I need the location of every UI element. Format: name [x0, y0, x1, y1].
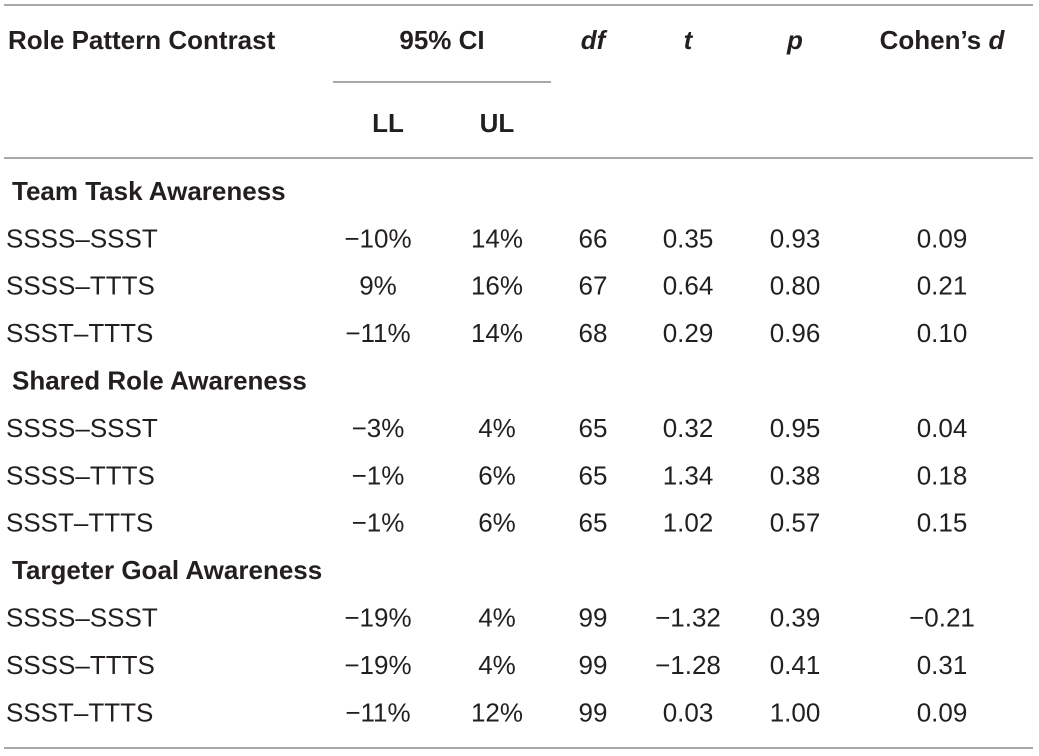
- cell: −19%: [344, 602, 411, 632]
- cell: 12%: [471, 697, 523, 727]
- cell: 4%: [478, 413, 516, 443]
- cell: 0.80: [770, 271, 821, 301]
- cell: 65: [579, 460, 608, 490]
- cell: 99: [579, 697, 608, 727]
- header-text: Cohen’s: [880, 25, 982, 55]
- cell: 6%: [478, 508, 516, 538]
- header-cell: Cohen’s d: [880, 25, 1006, 55]
- cell: −0.21: [909, 602, 975, 632]
- cell: −10%: [344, 223, 411, 253]
- cell: 14%: [471, 318, 523, 348]
- cell: 0.29: [663, 318, 714, 348]
- cell: 0.03: [663, 697, 714, 727]
- cell: 0.93: [770, 223, 821, 253]
- group-title: Shared Role Awareness: [12, 365, 307, 395]
- cell: 0.10: [917, 318, 968, 348]
- cell: −19%: [344, 650, 411, 680]
- subheader-cell: UL: [480, 108, 515, 138]
- cell: 4%: [478, 650, 516, 680]
- cell: 0.09: [917, 223, 968, 253]
- header-cell: t: [684, 25, 694, 55]
- cell: −1.28: [655, 650, 721, 680]
- cell: 1.02: [663, 508, 714, 538]
- cell: 14%: [471, 223, 523, 253]
- row-label: SSST–TTTS: [6, 318, 153, 348]
- cell: −3%: [352, 413, 405, 443]
- cell: 0.41: [770, 650, 821, 680]
- cell: 6%: [478, 460, 516, 490]
- header-cell: p: [786, 25, 803, 55]
- cell: 67: [579, 271, 608, 301]
- row-label: SSSS–SSST: [6, 413, 158, 443]
- cell: 0.64: [663, 271, 714, 301]
- cell: 65: [579, 413, 608, 443]
- cell: 9%: [359, 271, 397, 301]
- cell: 1.34: [663, 460, 714, 490]
- cell: 66: [579, 223, 608, 253]
- row-label: SSSS–TTTS: [6, 460, 155, 490]
- cell: −1%: [352, 460, 405, 490]
- cell: 0.38: [770, 460, 821, 490]
- cell: 4%: [478, 602, 516, 632]
- cell: −11%: [345, 697, 410, 727]
- group-title: Targeter Goal Awareness: [12, 555, 322, 585]
- cell: −11%: [345, 318, 410, 348]
- cell: 0.95: [770, 413, 821, 443]
- cell: 68: [579, 318, 608, 348]
- cell: 0.96: [770, 318, 821, 348]
- row-label: SSST–TTTS: [6, 697, 153, 727]
- cell: 65: [579, 508, 608, 538]
- cell: 0.18: [917, 460, 968, 490]
- row-label: SSSS–SSST: [6, 223, 158, 253]
- header-cell: 95% CI: [399, 25, 484, 55]
- row-label: SSSS–SSST: [6, 602, 158, 632]
- cell: −1%: [352, 508, 405, 538]
- header-cell: df: [581, 25, 608, 55]
- cell: 0.57: [770, 508, 821, 538]
- cell: 99: [579, 602, 608, 632]
- row-label: SSST–TTTS: [6, 508, 153, 538]
- cell: 0.31: [917, 650, 968, 680]
- header-cell: Role Pattern Contrast: [8, 25, 276, 55]
- cell: 0.15: [917, 508, 968, 538]
- group-title: Team Task Awareness: [12, 176, 286, 206]
- cell: 0.04: [917, 413, 968, 443]
- cell: 0.39: [770, 602, 821, 632]
- row-label: SSSS–TTTS: [6, 271, 155, 301]
- header-symbol: d: [988, 25, 1005, 55]
- cell: 0.21: [917, 271, 968, 301]
- cell: 99: [579, 650, 608, 680]
- subheader-cell: LL: [372, 108, 404, 138]
- row-label: SSSS–TTTS: [6, 650, 155, 680]
- cell: 1.00: [770, 697, 821, 727]
- cell: 16%: [471, 271, 523, 301]
- cell: 0.35: [663, 223, 714, 253]
- cell: 0.09: [917, 697, 968, 727]
- cell: −1.32: [655, 602, 721, 632]
- cell: 0.32: [663, 413, 714, 443]
